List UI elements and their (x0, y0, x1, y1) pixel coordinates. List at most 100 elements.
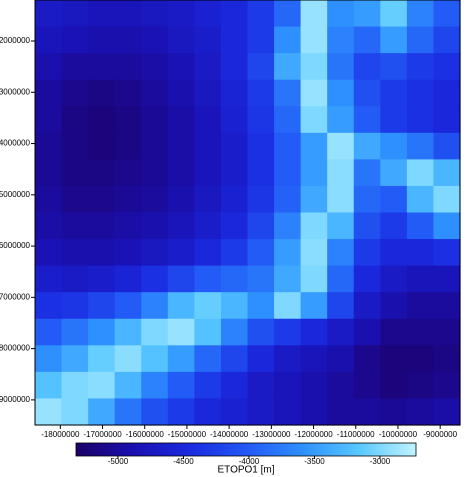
raster-cell (220, 159, 249, 187)
raster-cell (141, 265, 169, 293)
raster-cell (141, 26, 169, 54)
x-tick-label: -17000000 (83, 430, 122, 439)
raster-cell (380, 132, 408, 160)
raster-cell (114, 185, 142, 214)
raster-cell (220, 53, 249, 81)
raster-cell (61, 0, 89, 28)
raster-cell (433, 159, 461, 187)
raster-cell (300, 185, 328, 214)
raster-cell (406, 106, 435, 134)
raster-cell (380, 79, 408, 107)
raster-cell (141, 292, 169, 320)
raster-cell (406, 318, 435, 346)
raster-cell (433, 398, 461, 426)
raster-cell (274, 79, 302, 107)
raster-cell (220, 132, 249, 160)
raster-cell (61, 132, 89, 160)
raster-cell (247, 0, 275, 28)
raster-cell (35, 212, 63, 240)
raster-cell (114, 398, 142, 426)
raster-cell (247, 106, 275, 134)
raster-cell (274, 398, 302, 426)
raster-cell (300, 371, 328, 400)
raster-cell (194, 292, 222, 320)
y-tick-label: -2000000 (0, 36, 31, 45)
x-tick-label: -12000000 (294, 430, 333, 439)
raster-cell (433, 53, 461, 81)
raster-cell (220, 239, 249, 267)
raster-cell (274, 185, 302, 214)
raster-cell (274, 239, 302, 267)
raster-cell (433, 212, 461, 240)
raster-cell (274, 106, 302, 134)
raster-cell (380, 265, 408, 293)
raster-cell (406, 0, 435, 28)
raster-cell (88, 239, 116, 267)
raster-cell (114, 239, 142, 267)
raster-cell (406, 212, 435, 240)
x-tick-label: -9000000 (423, 430, 457, 439)
raster-cell (141, 53, 169, 81)
raster-cell (247, 26, 275, 54)
y-tick-label: -6000000 (0, 241, 31, 250)
raster-cell (141, 159, 169, 187)
raster-cell (114, 292, 142, 320)
raster-cell (194, 132, 222, 160)
raster-cell (247, 132, 275, 160)
raster-cell (88, 79, 116, 107)
raster-cell (88, 159, 116, 187)
raster-cell (141, 318, 169, 346)
raster-cell (327, 265, 355, 293)
raster-cell (61, 185, 89, 214)
raster-cell (167, 132, 195, 160)
raster-cell (194, 212, 222, 240)
raster-cell (406, 371, 435, 400)
raster-cell (300, 132, 328, 160)
raster-cell (35, 132, 63, 160)
colorbar-tick-label: -3000 (370, 457, 391, 466)
raster-cell (167, 345, 195, 373)
raster-cell (274, 345, 302, 373)
raster-cell (380, 0, 408, 28)
raster-cell (247, 212, 275, 240)
raster-cell (327, 53, 355, 81)
raster-cell (141, 239, 169, 267)
raster-cell (380, 26, 408, 54)
raster-cell (114, 0, 142, 28)
raster-cell (300, 318, 328, 346)
raster-cell (220, 212, 249, 240)
x-tick-label: -13000000 (252, 430, 291, 439)
raster-cell (274, 212, 302, 240)
raster-cell (353, 132, 381, 160)
raster-cell (88, 265, 116, 293)
raster-cell (353, 185, 381, 214)
raster-cell (167, 0, 195, 28)
raster-cell (220, 292, 249, 320)
raster-cell (433, 132, 461, 160)
raster-cell (433, 292, 461, 320)
raster-cell (406, 159, 435, 187)
y-tick-label: -4000000 (0, 139, 31, 148)
raster-cell (114, 345, 142, 373)
raster-cell (247, 345, 275, 373)
raster-cell (61, 53, 89, 81)
raster-cell (433, 239, 461, 267)
raster-cell (327, 79, 355, 107)
raster-cell (433, 371, 461, 400)
raster-cell (327, 26, 355, 54)
raster-cell (194, 185, 222, 214)
colorbar (75, 442, 417, 457)
raster-cell (194, 239, 222, 267)
raster-cell (353, 292, 381, 320)
raster-cell (327, 185, 355, 214)
raster-cell (406, 345, 435, 373)
raster-cell (141, 106, 169, 134)
raster (35, 0, 461, 426)
raster-cell (35, 318, 63, 346)
raster-cell (88, 132, 116, 160)
raster-cell (35, 398, 63, 426)
raster-cell (274, 318, 302, 346)
raster-cell (35, 0, 63, 28)
raster-cell (380, 345, 408, 373)
raster-cell (35, 159, 63, 187)
